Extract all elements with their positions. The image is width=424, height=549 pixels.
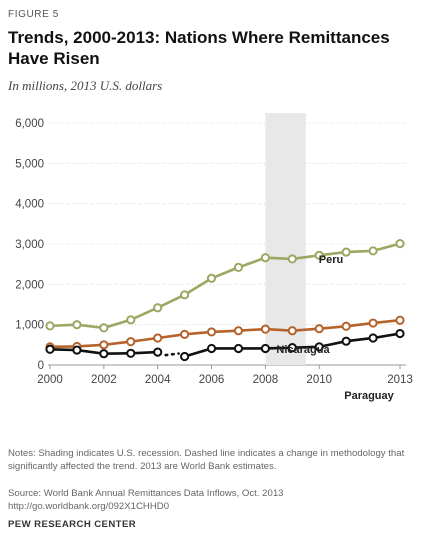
- peru-point: [206, 273, 217, 283]
- y-tick-label: 1,000: [15, 320, 44, 332]
- x-tick-label: 2006: [199, 374, 225, 386]
- peru-point: [287, 254, 297, 264]
- y-tick-label: 3,000: [15, 239, 44, 251]
- figure-label: FIGURE 5: [8, 9, 59, 20]
- paraguay-point: [99, 349, 109, 359]
- paraguay-point: [45, 344, 55, 354]
- paraguay-label: Paraguay: [344, 390, 394, 402]
- peru-point: [153, 303, 163, 313]
- nicaragua-point: [341, 321, 351, 331]
- source-link[interactable]: http://go.worldbank.org/092X1CHHD0: [8, 501, 170, 512]
- nicaragua-point: [99, 340, 109, 350]
- recession-shading: [265, 113, 306, 365]
- peru-point: [368, 246, 378, 256]
- x-tick-label: 2010: [306, 374, 332, 386]
- grid-lines: [48, 122, 406, 366]
- peru-point: [99, 323, 109, 333]
- nicaragua-point: [126, 337, 136, 347]
- x-tick-label: 2000: [37, 374, 63, 386]
- y-tick-label: 2,000: [15, 279, 44, 291]
- y-tick-label: 6,000: [15, 118, 44, 130]
- paraguay-point: [287, 343, 297, 353]
- paraguay-point: [126, 348, 136, 358]
- peru-point: [341, 247, 351, 257]
- organization-name: PEW RESEARCH CENTER: [8, 519, 137, 530]
- nicaragua-point: [368, 318, 378, 328]
- line-chart: 6,000 5,000 4,000 3,000 2,000 1,000 0 2000 2002…: [15, 113, 413, 402]
- nicaragua-point: [153, 333, 163, 343]
- nicaragua-point: [180, 329, 190, 339]
- nicaragua-point: [233, 326, 244, 336]
- peru-point: [126, 315, 136, 325]
- series-group: [45, 238, 405, 362]
- y-tick-label: 0: [38, 360, 44, 372]
- paraguay-point: [153, 347, 163, 357]
- paraguay-point: [206, 343, 217, 354]
- y-axis-ticks: 6,000 5,000 4,000 3,000 2,000 1,000 0: [15, 118, 44, 372]
- x-axis-ticks: 2000 2002 2004 2006 2008 2010 2013: [37, 365, 413, 386]
- paraguay-dashed-segment: [164, 352, 180, 357]
- series-labels: Peru Nicaragua Paraguay: [276, 254, 394, 402]
- nicaragua-label: Nicaragua: [276, 344, 330, 356]
- peru-point: [260, 253, 270, 263]
- paraguay-point: [72, 345, 82, 355]
- nicaragua-point: [314, 324, 324, 334]
- nicaragua-point: [395, 315, 405, 325]
- peru-point: [180, 290, 190, 300]
- x-tick-label: 2013: [387, 374, 413, 386]
- chart-title: Trends, 2000-2013: Nations Where Remitta…: [8, 28, 390, 68]
- x-tick-label: 2004: [145, 374, 171, 386]
- paraguay-point: [180, 351, 190, 362]
- paraguay-point: [314, 342, 324, 352]
- paraguay-point: [341, 336, 351, 346]
- nicaragua-point: [287, 326, 297, 336]
- peru-point: [72, 320, 82, 330]
- peru-point: [395, 238, 405, 249]
- peru-label: Peru: [319, 254, 343, 266]
- chart-notes: Notes: Shading indicates U.S. recession.…: [8, 448, 405, 472]
- paraguay-point: [260, 343, 270, 354]
- nicaragua-point: [260, 324, 270, 334]
- peru-point: [233, 262, 244, 272]
- y-tick-label: 5,000: [15, 158, 44, 170]
- paraguay-point: [233, 343, 244, 354]
- y-tick-label: 4,000: [15, 199, 44, 211]
- x-tick-label: 2002: [91, 374, 117, 386]
- peru-point: [45, 321, 55, 331]
- peru-point: [314, 250, 324, 260]
- chart-source: Source: World Bank Annual Remittances Da…: [8, 488, 284, 499]
- x-tick-label: 2008: [253, 374, 279, 386]
- paraguay-point: [395, 328, 405, 339]
- paraguay-point: [368, 333, 378, 343]
- chart-subtitle: In millions, 2013 U.S. dollars: [8, 78, 163, 93]
- recession-band: [265, 113, 306, 365]
- nicaragua-point: [206, 327, 217, 337]
